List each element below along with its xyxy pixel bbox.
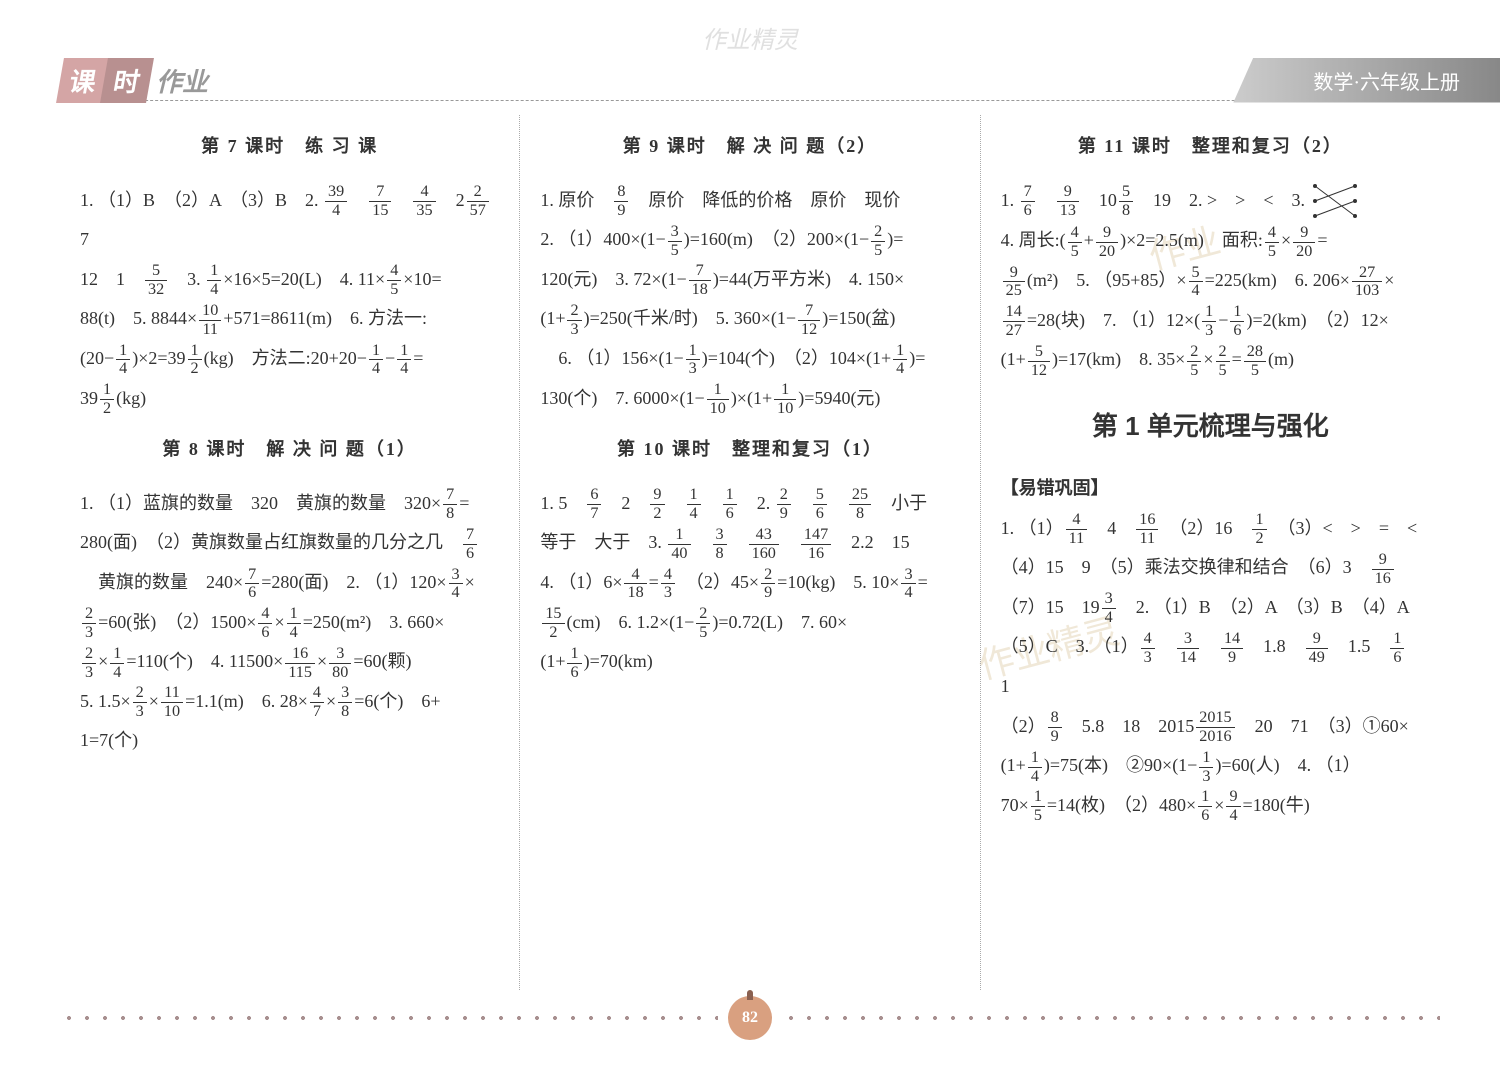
error-review-label: 【易错巩固】 <box>1001 469 1420 509</box>
lesson-7-title: 第 7 课时 练 习 课 <box>80 127 499 167</box>
badge-rest: 作业 <box>156 62 208 99</box>
workbook-badge: 课 时 作业 <box>60 58 208 103</box>
unit-1-answers: 1. （1）411 4 1611 （2）16 12 （3）< > = <（4）1… <box>1001 509 1420 826</box>
matching-diagram-icon <box>1310 181 1360 221</box>
page-footer: 82 <box>60 996 1440 1040</box>
subject-grade-label: 数学·六年级上册 <box>1233 58 1500 103</box>
column-3: 第 11 课时 整理和复习（2） 1. 76 913 1058 19 2. > … <box>981 115 1440 990</box>
header-left: 课 时 作业 <box>0 58 208 103</box>
lesson-10-title: 第 10 课时 整理和复习（1） <box>540 430 959 470</box>
content-area: 第 7 课时 练 习 课 1. （1）B （2）A （3）B 2. 394 71… <box>60 115 1440 990</box>
page-number: 82 <box>728 996 772 1040</box>
page-header: 课 时 作业 数学·六年级上册 <box>0 55 1500 105</box>
lesson-7-answers: 1. （1）B （2）A （3）B 2. 394 715 435 2257 71… <box>80 181 499 419</box>
lesson-11-line1: 1. 76 913 1058 19 2. > > < 3. <box>1001 181 1420 222</box>
column-2: 第 9 课时 解 决 问 题（2） 1. 原价 89 原价 降低的价格 原价 现… <box>520 115 980 990</box>
unit-1-title: 第 1 单元梳理与强化 <box>1001 398 1420 455</box>
lesson-8-answers: 1. （1）蓝旗的数量 320 黄旗的数量 320×78=280(面) （2）黄… <box>80 484 499 761</box>
lesson-11-pre: 1. 76 913 1058 19 2. > > < 3. <box>1001 190 1310 210</box>
badge-char-2: 时 <box>100 58 154 103</box>
watermark-top: 作业精灵 <box>702 20 798 55</box>
lesson-8-title: 第 8 课时 解 决 问 题（1） <box>80 430 499 470</box>
footer-dots-left <box>60 1015 718 1021</box>
footer-dots-right <box>782 1015 1440 1021</box>
column-1: 第 7 课时 练 习 课 1. （1）B （2）A （3）B 2. 394 71… <box>60 115 520 990</box>
lesson-10-answers: 1. 5 67 2 92 14 16 2. 29 56 258 小于等于 大于 … <box>540 484 959 682</box>
lesson-11-title: 第 11 课时 整理和复习（2） <box>1001 127 1420 167</box>
lesson-9-answers: 1. 原价 89 原价 降低的价格 原价 现价2. （1）400×(1−35)=… <box>540 181 959 419</box>
lesson-9-title: 第 9 课时 解 决 问 题（2） <box>540 127 959 167</box>
lesson-11-answers: 4. 周长:(45+920)×2=2.5(m) 面积:45×920=925(m²… <box>1001 221 1420 379</box>
